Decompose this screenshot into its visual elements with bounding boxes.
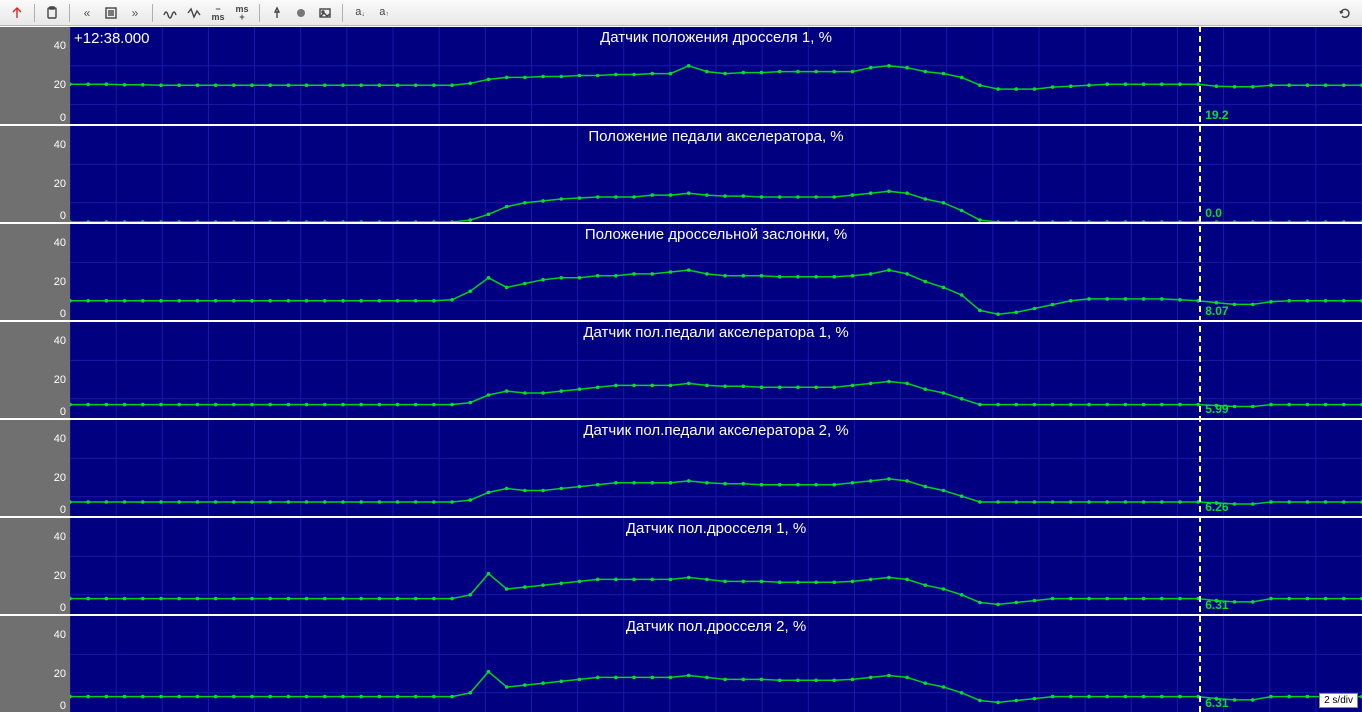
y-tick-label: 0 bbox=[60, 602, 66, 614]
up-arrow-icon[interactable] bbox=[6, 3, 28, 23]
y-tick-label: 0 bbox=[60, 308, 66, 320]
y-tick-label: 20 bbox=[54, 472, 66, 484]
panel-title: Положение педали акселератора, % bbox=[588, 128, 843, 145]
y-tick-label: 0 bbox=[60, 210, 66, 222]
y-axis: 0 20 40 bbox=[0, 518, 70, 614]
chart-panel: 0 20 40 Положение дроссельной заслонки, % 8.… bbox=[0, 222, 1362, 320]
panel-title: Датчик пол.педали акселератора 1, % bbox=[583, 324, 848, 341]
cursor-value-label: 6.26 bbox=[1205, 500, 1228, 514]
a-down-icon[interactable]: a↓ bbox=[349, 3, 371, 23]
y-tick-label: 40 bbox=[54, 139, 66, 151]
plot-area[interactable]: Датчик положения дросселя 1, % 19.2 bbox=[70, 27, 1362, 124]
y-tick-label: 40 bbox=[54, 335, 66, 347]
chart-panel: 0 20 40 Датчик пол.дросселя 1, % 6.31 bbox=[0, 516, 1362, 614]
y-tick-label: 40 bbox=[54, 40, 66, 52]
y-axis: 0 20 40 bbox=[0, 126, 70, 222]
y-tick-label: 40 bbox=[54, 531, 66, 543]
y-axis: 0 20 40 bbox=[0, 420, 70, 516]
panel-title: Датчик положения дросселя 1, % bbox=[600, 29, 832, 46]
plot-area[interactable]: Датчик пол.педали акселератора 1, % 5.99 bbox=[70, 322, 1362, 418]
cursor-value-label: 8.07 bbox=[1205, 304, 1228, 318]
plot-area[interactable]: Положение дроссельной заслонки, % 8.07 bbox=[70, 224, 1362, 320]
forward-icon[interactable]: » bbox=[124, 3, 146, 23]
y-axis: 0 20 40 bbox=[0, 27, 70, 124]
ms-minus-icon[interactable]: −ms bbox=[207, 3, 229, 23]
plot-area[interactable]: Датчик пол.дросселя 1, % 6.31 bbox=[70, 518, 1362, 614]
time-scale-label: 2 s/div bbox=[1319, 693, 1358, 708]
y-tick-label: 0 bbox=[60, 406, 66, 418]
cursor-value-label: 19.2 bbox=[1205, 108, 1228, 122]
clipboard-icon[interactable] bbox=[41, 3, 63, 23]
plot-area[interactable]: Положение педали акселератора, % 0.0 bbox=[70, 126, 1362, 222]
y-tick-label: 40 bbox=[54, 629, 66, 641]
toolbar: « » −msms+ a↓a↑ bbox=[0, 0, 1362, 26]
y-tick-label: 0 bbox=[60, 112, 66, 124]
image-icon[interactable] bbox=[314, 3, 336, 23]
chart-panel: 0 20 40 Датчик пол.педали акселератора 1, %… bbox=[0, 320, 1362, 418]
page-icon[interactable] bbox=[100, 3, 122, 23]
plot-area[interactable]: Датчик пол.педали акселератора 2, % 6.26 bbox=[70, 420, 1362, 516]
y-axis: 0 20 40 bbox=[0, 322, 70, 418]
wave-alt-icon[interactable] bbox=[183, 3, 205, 23]
panel-title: Датчик пол.педали акселератора 2, % bbox=[583, 422, 848, 439]
y-tick-label: 20 bbox=[54, 668, 66, 680]
a-up-icon[interactable]: a↑ bbox=[373, 3, 395, 23]
refresh-icon[interactable] bbox=[1334, 3, 1356, 23]
y-axis: 0 20 40 bbox=[0, 616, 70, 712]
cursor-value-label: 6.31 bbox=[1205, 696, 1228, 710]
y-tick-label: 20 bbox=[54, 570, 66, 582]
timestamp-label: +12:38.000 bbox=[74, 30, 150, 47]
chart-panel: 0 20 40 Датчик положения дросселя 1, % 19.2 bbox=[0, 26, 1362, 124]
cursor-value-label: 6.31 bbox=[1205, 598, 1228, 612]
y-axis: 0 20 40 bbox=[0, 224, 70, 320]
plot-area[interactable]: Датчик пол.дросселя 2, % 6.31 bbox=[70, 616, 1362, 712]
panel-title: Датчик пол.дросселя 2, % bbox=[626, 618, 806, 635]
y-tick-label: 0 bbox=[60, 700, 66, 712]
wave-icon[interactable] bbox=[159, 3, 181, 23]
pin-icon[interactable] bbox=[266, 3, 288, 23]
ms-plus-icon[interactable]: ms+ bbox=[231, 3, 253, 23]
y-tick-label: 40 bbox=[54, 237, 66, 249]
y-tick-label: 0 bbox=[60, 504, 66, 516]
y-tick-label: 20 bbox=[54, 79, 66, 91]
panel-title: Положение дроссельной заслонки, % bbox=[585, 226, 847, 243]
y-tick-label: 20 bbox=[54, 374, 66, 386]
cursor-value-label: 5.99 bbox=[1205, 402, 1228, 416]
chart-panel: 0 20 40 Датчик пол.дросселя 2, % 6.31 bbox=[0, 614, 1362, 712]
y-tick-label: 20 bbox=[54, 178, 66, 190]
cursor-value-label: 0.0 bbox=[1205, 206, 1222, 220]
y-tick-label: 20 bbox=[54, 276, 66, 288]
chart-panel: 0 20 40 Положение педали акселератора, % 0.0 bbox=[0, 124, 1362, 222]
chart-area: +12:38.000 2 s/div 0 20 40 Датчик положения… bbox=[0, 26, 1362, 712]
rewind-icon[interactable]: « bbox=[76, 3, 98, 23]
record-icon[interactable] bbox=[290, 3, 312, 23]
chart-panel: 0 20 40 Датчик пол.педали акселератора 2, %… bbox=[0, 418, 1362, 516]
panel-title: Датчик пол.дросселя 1, % bbox=[626, 520, 806, 537]
y-tick-label: 40 bbox=[54, 433, 66, 445]
